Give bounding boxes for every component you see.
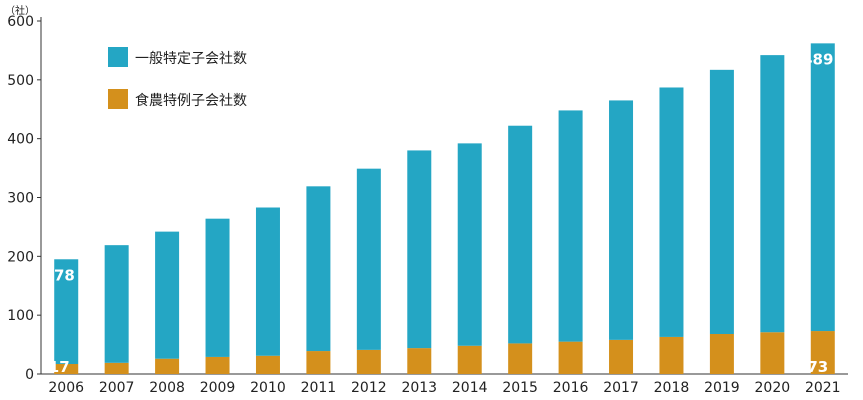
bar-segment bbox=[558, 110, 583, 342]
bar-segment bbox=[709, 333, 734, 374]
data-label: 489 bbox=[802, 50, 833, 68]
bar-segment bbox=[407, 348, 432, 374]
x-tick-label: 2011 bbox=[301, 380, 337, 396]
bar-segment bbox=[104, 362, 129, 374]
legend-label: 食農特例子会社数 bbox=[135, 92, 247, 109]
x-tick-label: 2006 bbox=[48, 380, 84, 396]
legend-swatch bbox=[108, 89, 128, 109]
bar-segment bbox=[205, 218, 230, 357]
bar-segment bbox=[760, 332, 785, 374]
y-tick-label: 100 bbox=[7, 308, 34, 324]
x-tick-label: 2016 bbox=[553, 380, 589, 396]
bar-segment bbox=[407, 150, 432, 349]
x-tick-label: 2013 bbox=[401, 380, 437, 396]
bar-segment bbox=[155, 358, 180, 374]
x-tick-label: 2020 bbox=[755, 380, 791, 396]
bar-segment bbox=[306, 186, 331, 352]
x-tick-label: 2021 bbox=[805, 380, 841, 396]
bar-segment bbox=[54, 363, 79, 374]
legend-swatch bbox=[108, 47, 128, 67]
y-tick-label: 600 bbox=[7, 14, 34, 30]
y-tick-label: 0 bbox=[25, 367, 34, 383]
bar-segment bbox=[760, 55, 785, 333]
bar-segment bbox=[155, 231, 180, 359]
data-label: 17 bbox=[49, 358, 70, 376]
x-tick-label: 2007 bbox=[99, 380, 135, 396]
y-tick-label: 500 bbox=[7, 73, 34, 89]
y-tick-label: 400 bbox=[7, 132, 34, 148]
bar-segment bbox=[306, 351, 331, 374]
bar-segment bbox=[54, 259, 79, 364]
x-tick-label: 2015 bbox=[502, 380, 538, 396]
x-tick-label: 2019 bbox=[704, 380, 740, 396]
bar-segment bbox=[457, 345, 482, 374]
y-tick-label: 300 bbox=[7, 191, 34, 207]
data-label: 178 bbox=[44, 266, 75, 284]
bar-segment bbox=[609, 100, 634, 340]
bar-segment bbox=[709, 69, 734, 334]
y-unit-label: （社） bbox=[5, 4, 35, 17]
data-labels: 178 17 489 73 bbox=[44, 50, 834, 376]
x-tick-label: 2012 bbox=[351, 380, 387, 396]
x-tick-label: 2008 bbox=[149, 380, 185, 396]
bar-segment bbox=[508, 125, 533, 344]
bar-segment bbox=[659, 87, 684, 337]
bars bbox=[54, 43, 835, 374]
x-tick-label: 2018 bbox=[654, 380, 690, 396]
legend-label: 一般特定子会社数 bbox=[135, 51, 247, 67]
data-label: 73 bbox=[807, 358, 828, 376]
bar-segment bbox=[558, 341, 583, 374]
x-tick-label: 2009 bbox=[200, 380, 236, 396]
axes: 0 100 200 300 400 500 600 2006 2007 2008 2009 2010 2… bbox=[7, 14, 848, 396]
x-tick-label: 2017 bbox=[603, 380, 639, 396]
bar-segment bbox=[356, 168, 381, 350]
y-tick-label: 200 bbox=[7, 249, 34, 265]
x-tick-label: 2010 bbox=[250, 380, 286, 396]
bar-segment bbox=[609, 339, 634, 374]
bar-segment bbox=[810, 43, 835, 332]
bar-segment bbox=[255, 355, 280, 374]
bar-segment bbox=[457, 143, 482, 346]
bar-segment bbox=[205, 356, 230, 374]
x-tick-label: 2014 bbox=[452, 380, 488, 396]
bar-segment bbox=[356, 349, 381, 374]
bar-segment bbox=[810, 331, 835, 374]
bar-segment bbox=[104, 245, 129, 363]
bar-segment bbox=[255, 207, 280, 356]
bar-segment bbox=[508, 343, 533, 374]
bar-segment bbox=[659, 336, 684, 374]
